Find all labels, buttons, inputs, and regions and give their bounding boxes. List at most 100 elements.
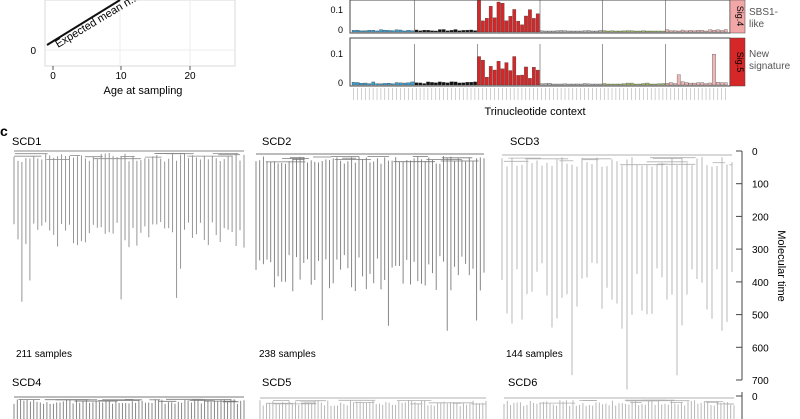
spectrum-bar bbox=[422, 29, 426, 33]
spectrum-bar bbox=[582, 30, 587, 33]
spectrum-bar bbox=[633, 30, 638, 33]
sample-count-scd2: 238 samples bbox=[259, 349, 316, 360]
spectrum-bar bbox=[465, 30, 470, 33]
spectrum-bar bbox=[637, 83, 642, 86]
molecular-time-ticklabel: 200 bbox=[752, 212, 769, 223]
spectrum-bar bbox=[500, 3, 505, 33]
spectrum-bar bbox=[504, 20, 509, 33]
spectrum-bar bbox=[547, 30, 552, 33]
spectrum-bar bbox=[626, 82, 630, 86]
spectrum-bar bbox=[547, 82, 552, 86]
spectrum-bar bbox=[492, 69, 497, 86]
spectrum-bar bbox=[371, 81, 376, 86]
spectrum-bar bbox=[418, 30, 423, 33]
spectrum-bar bbox=[355, 82, 360, 86]
molecular-time-ticklabel: 500 bbox=[752, 311, 769, 322]
spectrum-bar bbox=[598, 30, 603, 33]
spectrum-bar bbox=[610, 30, 614, 33]
spectrum-bar bbox=[426, 30, 430, 33]
spectrum-bar bbox=[500, 68, 505, 86]
spectrum-bar bbox=[716, 82, 720, 86]
spectrum-bar bbox=[488, 66, 493, 86]
spectrum-bar bbox=[723, 29, 728, 33]
spectrum-bar bbox=[539, 30, 544, 33]
spectrum-bar bbox=[551, 30, 556, 33]
spectrum-bar bbox=[449, 30, 454, 33]
spectrum-bar bbox=[606, 30, 611, 33]
spectrum-bar bbox=[516, 20, 520, 33]
spectrum-bar bbox=[383, 29, 387, 33]
spectrum-bar bbox=[539, 83, 544, 86]
spectrum-bar bbox=[673, 83, 677, 86]
spectrum-bar bbox=[712, 54, 716, 86]
spectrum-bar bbox=[375, 30, 379, 33]
spectrum-bar bbox=[351, 82, 356, 86]
molecular-time-ticklabel: 100 bbox=[752, 180, 769, 191]
spectrum-bar bbox=[602, 83, 607, 86]
age-plot-xtick: 20 bbox=[184, 71, 196, 82]
spectrum-bar bbox=[688, 82, 693, 86]
spectrum-bar bbox=[512, 56, 517, 86]
spectrum-bar bbox=[614, 30, 618, 33]
spectrum-bar bbox=[629, 82, 634, 86]
spectrum-bar bbox=[438, 81, 442, 86]
spectrum-bar bbox=[700, 30, 705, 33]
spectrum-bar bbox=[394, 29, 399, 33]
panel-c-label: c bbox=[0, 123, 8, 139]
spectrum-bar bbox=[528, 78, 532, 86]
spectrum-bar bbox=[653, 30, 658, 33]
tree-title-scd3: SCD3 bbox=[510, 136, 539, 148]
spectrum-bar bbox=[543, 83, 548, 86]
spectrum-bar bbox=[696, 82, 701, 86]
spectrum-bar bbox=[485, 77, 489, 86]
spectrum-bar bbox=[551, 83, 556, 86]
spectrum-bar bbox=[363, 30, 368, 33]
spectrum-bar bbox=[622, 30, 626, 33]
spectrum-bar bbox=[645, 30, 650, 33]
spectrum-bar bbox=[535, 69, 540, 86]
sample-count-scd3: 144 samples bbox=[506, 349, 563, 360]
spectrum-bar bbox=[426, 81, 430, 86]
spectrum-bar bbox=[579, 30, 583, 33]
spectrum-bar bbox=[359, 83, 364, 86]
molecular-time-ticklabel: 700 bbox=[752, 376, 769, 387]
molecular-time-axis2-ticklabel: 0 bbox=[752, 392, 758, 403]
spectrum-bar bbox=[575, 83, 579, 86]
phylogeny-scd4 bbox=[13, 396, 245, 419]
spectrum-bar bbox=[590, 30, 595, 33]
spectrum-bar bbox=[563, 83, 567, 86]
spectrum-bar bbox=[461, 82, 466, 86]
spectrum-bar bbox=[708, 29, 712, 33]
spectrum-bar bbox=[586, 83, 591, 86]
spectrum-bar bbox=[708, 82, 712, 86]
sig5-strip-label: Sig.5 bbox=[735, 52, 745, 73]
spectrum-bar bbox=[622, 83, 626, 86]
spectrum-bar bbox=[508, 16, 513, 33]
sample-count-scd1: 211 samples bbox=[16, 349, 72, 360]
spectrum-bar bbox=[457, 82, 462, 86]
spectrum-bar bbox=[532, 67, 536, 86]
spectrum-bar bbox=[555, 30, 560, 33]
spectrum-bar bbox=[445, 82, 450, 86]
tree-title-scd5: SCD5 bbox=[262, 377, 291, 389]
sig5-side-label-2: signature bbox=[749, 61, 791, 72]
spectrum-bar bbox=[618, 30, 622, 33]
spectrum-bar bbox=[512, 9, 517, 33]
spectrum-bar bbox=[485, 18, 489, 33]
spectrum-bar bbox=[637, 30, 642, 33]
molecular-time-ticklabel: 300 bbox=[752, 245, 769, 256]
spectrum-bar bbox=[669, 82, 673, 86]
spectrum-bar bbox=[626, 30, 630, 33]
age-plot: Expected mean n... 0 0 10 20 Age at samp… bbox=[30, 0, 236, 97]
spectrum-bar bbox=[391, 83, 395, 86]
sig5-ytick: 0.1 bbox=[330, 49, 343, 59]
spectrum-bar bbox=[496, 1, 501, 33]
sig5-strip bbox=[729, 37, 746, 87]
spectrum-bar bbox=[457, 30, 462, 33]
molecular-time-axis: 0 100 200 300 400 500 600 700 Molecular time bbox=[736, 147, 787, 387]
phylogeny-scd3 bbox=[501, 154, 733, 390]
tree-title-scd4: SCD4 bbox=[12, 377, 41, 389]
spectrum-bar bbox=[520, 24, 524, 33]
sig4-bars bbox=[351, 0, 728, 33]
